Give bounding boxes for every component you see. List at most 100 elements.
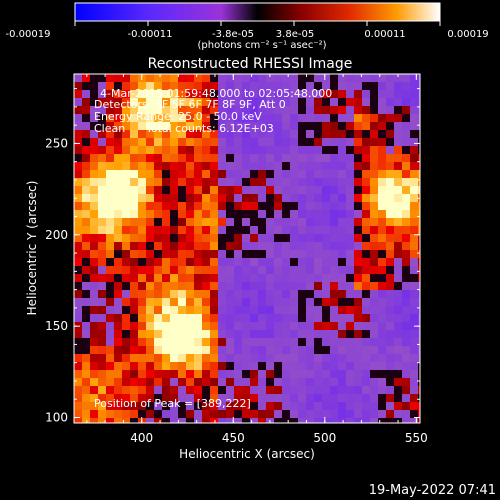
heatmap-cell <box>194 410 202 418</box>
heatmap-cell <box>306 170 314 178</box>
heatmap-cell <box>306 370 314 378</box>
heatmap-cell <box>394 98 402 106</box>
heatmap-cell <box>194 146 202 154</box>
heatmap-cell <box>218 154 226 162</box>
heatmap-cell <box>122 330 130 338</box>
heatmap-cell <box>402 346 410 354</box>
heatmap-cell <box>98 122 106 130</box>
heatmap-cell <box>402 98 410 106</box>
heatmap-cell <box>266 210 274 218</box>
heatmap-cell <box>218 386 226 394</box>
heatmap-cell <box>298 114 306 122</box>
heatmap-cell <box>106 82 114 90</box>
heatmap-cell <box>114 146 122 154</box>
heatmap-cell <box>370 386 378 394</box>
heatmap-cell <box>98 242 106 250</box>
heatmap-cell <box>362 266 370 274</box>
heatmap-cell <box>274 154 282 162</box>
heatmap-cell <box>362 170 370 178</box>
heatmap-cell <box>322 410 330 418</box>
heatmap-cell <box>98 410 106 418</box>
heatmap-cell <box>330 410 338 418</box>
heatmap-cell <box>74 138 82 146</box>
heatmap-cell <box>154 218 162 226</box>
heatmap-cell <box>290 186 298 194</box>
heatmap-cell <box>362 122 370 130</box>
heatmap-cell <box>106 354 114 362</box>
heatmap-cell <box>290 282 298 290</box>
heatmap-cell <box>210 226 218 234</box>
heatmap-cell <box>354 386 362 394</box>
heatmap-cell <box>114 74 122 82</box>
heatmap-cell <box>74 186 82 194</box>
heatmap-cell <box>378 346 386 354</box>
heatmap-cell <box>210 250 218 258</box>
heatmap-cell <box>242 330 250 338</box>
heatmap-cell <box>210 114 218 122</box>
heatmap-cell <box>90 338 98 346</box>
heatmap-cell <box>234 346 242 354</box>
heatmap-cell <box>178 122 186 130</box>
heatmap-cell <box>306 290 314 298</box>
heatmap-cell <box>346 298 354 306</box>
heatmap-cell <box>418 242 420 250</box>
heatmap-cell <box>402 394 410 402</box>
heatmap-cell <box>338 162 346 170</box>
heatmap-cell <box>242 266 250 274</box>
heatmap-cell <box>74 258 82 266</box>
heatmap-cell <box>138 378 146 386</box>
heatmap-cell <box>314 146 322 154</box>
heatmap-cell <box>130 306 138 314</box>
heatmap-cell <box>162 114 170 122</box>
heatmap-cell <box>82 378 90 386</box>
heatmap-cell <box>274 338 282 346</box>
heatmap-cell <box>98 202 106 210</box>
heatmap-cell <box>178 210 186 218</box>
heatmap-cell <box>274 282 282 290</box>
heatmap-cell <box>274 202 282 210</box>
heatmap-cell <box>178 266 186 274</box>
heatmap-cell <box>346 74 354 82</box>
heatmap-cell <box>258 298 266 306</box>
heatmap-cell <box>274 266 282 274</box>
heatmap-cell <box>330 74 338 82</box>
heatmap-cell <box>186 282 194 290</box>
heatmap-cell <box>282 282 290 290</box>
heatmap-cell <box>370 74 378 82</box>
heatmap-cell <box>298 354 306 362</box>
heatmap-cell <box>410 202 418 210</box>
heatmap-cell <box>186 338 194 346</box>
heatmap-cell <box>346 194 354 202</box>
heatmap-cell <box>250 178 258 186</box>
heatmap-cell <box>242 130 250 138</box>
heatmap-cell <box>290 298 298 306</box>
heatmap-cell <box>290 162 298 170</box>
heatmap-cell <box>202 362 210 370</box>
heatmap-cell <box>354 290 362 298</box>
heatmap-cell <box>266 250 274 258</box>
heatmap-cell <box>170 386 178 394</box>
heatmap-cell <box>362 90 370 98</box>
heatmap-cell <box>210 306 218 314</box>
heatmap-cell <box>90 138 98 146</box>
heatmap-cell <box>250 74 258 82</box>
heatmap-cell <box>130 138 138 146</box>
heatmap-cell <box>90 378 98 386</box>
heatmap-cell <box>306 346 314 354</box>
heatmap-cell <box>250 282 258 290</box>
heatmap-cell <box>298 146 306 154</box>
heatmap-cell <box>90 370 98 378</box>
heatmap-cell <box>194 330 202 338</box>
heatmap-cell <box>242 178 250 186</box>
heatmap-cell <box>178 74 186 82</box>
heatmap-cell <box>74 314 82 322</box>
heatmap-cell <box>378 290 386 298</box>
heatmap-cell <box>274 210 282 218</box>
heatmap-cell <box>234 154 242 162</box>
heatmap-cell <box>218 98 226 106</box>
heatmap-cell <box>402 274 410 282</box>
heatmap-cell <box>170 162 178 170</box>
heatmap-cell <box>282 138 290 146</box>
heatmap-cell <box>410 386 418 394</box>
heatmap-cell <box>170 98 178 106</box>
